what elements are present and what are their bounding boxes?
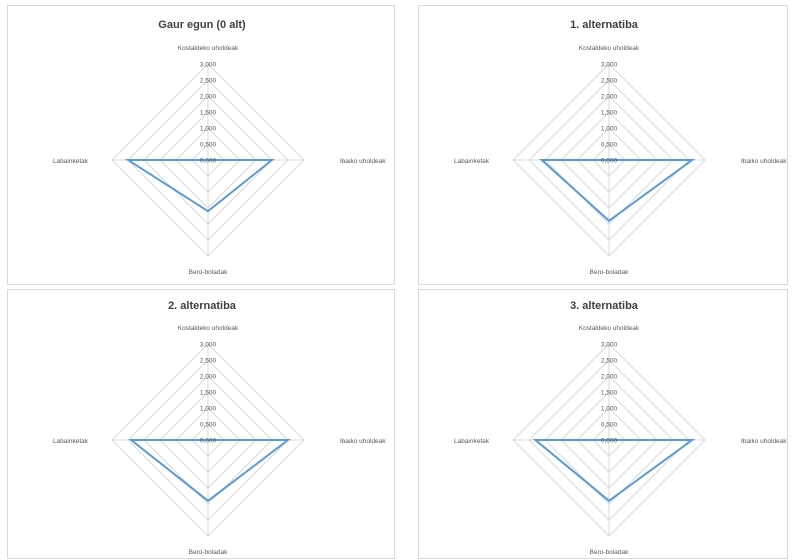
tick-label: 1,000 <box>200 126 217 133</box>
radar-chart: 2. alternatiba 3,000 2,500 2,000 1,500 1,000 0… <box>53 300 386 556</box>
radar-chart: Gaur egun (0 alt) 3,000 2,500 2,000 1,500 1,0… <box>53 19 386 276</box>
series-line <box>539 159 696 223</box>
tick-label: 1,000 <box>200 406 217 413</box>
chart-title: 3. alternatiba <box>570 300 639 312</box>
tick-label: 0,000 <box>200 438 217 445</box>
tick-label: 2,000 <box>200 94 217 101</box>
tick-label: 2,000 <box>601 94 618 101</box>
tick-label: 0,000 <box>200 158 217 165</box>
chart-panel-2: 2. alternatiba 3,000 2,500 2,000 1,500 1,000 0… <box>7 289 395 559</box>
axis-label: Labainketak <box>454 158 490 165</box>
tick-label: 0,500 <box>601 142 618 149</box>
chart-title: 2. alternatiba <box>168 300 237 312</box>
tick-label: 0,000 <box>601 158 618 165</box>
tick-label: 1,000 <box>601 126 618 133</box>
radar-chart: 1. alternatiba 3,000 2,500 2,000 1,500 1,000 0… <box>454 19 787 276</box>
axis-label: Bero-boladak <box>189 269 228 276</box>
tick-label: 0,500 <box>200 422 217 429</box>
tick-label: 0,000 <box>601 438 618 445</box>
axis-label: Bero-boladak <box>590 549 629 556</box>
chart-panel-0: Gaur egun (0 alt) 3,000 2,500 2,000 1,500 1,0… <box>7 5 395 285</box>
axis-label: Labainketak <box>454 438 490 445</box>
tick-label: 0,500 <box>601 422 618 429</box>
tick-label: 2,500 <box>601 78 618 85</box>
tick-label: 2,000 <box>601 374 618 381</box>
axis-label: Kostaldeko uholdeak <box>178 325 239 332</box>
axis-label: Labainketak <box>53 158 89 165</box>
radar-chart: 3. alternatiba 3,000 2,500 2,000 1,500 1,000 0… <box>454 300 787 556</box>
axis-label: Bero-boladak <box>590 269 629 276</box>
series-line <box>128 439 291 503</box>
tick-label: 2,500 <box>601 358 618 365</box>
chart-title: Gaur egun (0 alt) <box>158 19 246 31</box>
tick-label: 0,500 <box>200 142 217 149</box>
chart-panel-1: 1. alternatiba 3,000 2,500 2,000 1,500 1,000 0… <box>418 5 788 285</box>
tick-label: 1,500 <box>601 390 618 397</box>
tick-label: 1,000 <box>601 406 618 413</box>
axis-label: Kostaldeko uholdeak <box>579 45 640 52</box>
tick-label: 1,500 <box>200 390 217 397</box>
axis-label: Ibaiko uholdeak <box>340 158 386 165</box>
axis-label: Kostaldeko uholdeak <box>178 45 239 52</box>
tick-label: 1,500 <box>601 110 618 117</box>
axis-label: Bero-boladak <box>189 549 228 556</box>
series-line <box>532 439 696 503</box>
tick-label: 3,000 <box>200 62 217 69</box>
tick-label: 1,500 <box>200 110 217 117</box>
axis-label: Kostaldeko uholdeak <box>579 325 640 332</box>
axis-label: Labainketak <box>53 438 89 445</box>
tick-label: 2,500 <box>200 358 217 365</box>
tick-label: 3,000 <box>200 342 217 349</box>
series-line <box>124 159 275 213</box>
axis-label: Ibaiko uholdeak <box>741 158 787 165</box>
axis-label: Ibaiko uholdeak <box>741 438 787 445</box>
chart-title: 1. alternatiba <box>570 19 639 31</box>
tick-label: 3,000 <box>601 62 618 69</box>
axis-label: Ibaiko uholdeak <box>340 438 386 445</box>
chart-panel-3: 3. alternatiba 3,000 2,500 2,000 1,500 1,000 0… <box>418 289 788 559</box>
tick-label: 2,000 <box>200 374 217 381</box>
tick-label: 2,500 <box>200 78 217 85</box>
tick-label: 3,000 <box>601 342 618 349</box>
